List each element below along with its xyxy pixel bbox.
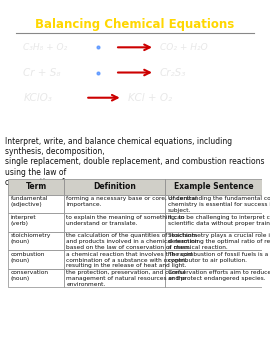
FancyBboxPatch shape [8, 269, 64, 287]
FancyBboxPatch shape [166, 178, 262, 195]
Text: the protection, preservation, and careful
management of natural resources or the: the protection, preservation, and carefu… [66, 270, 187, 287]
Text: a chemical reaction that involves the rapid
combination of a substance with oxyg: a chemical reaction that involves the ra… [66, 252, 193, 268]
FancyBboxPatch shape [166, 269, 262, 287]
FancyBboxPatch shape [8, 232, 64, 250]
Text: the calculation of the quantities of reactants
and products involved in a chemic: the calculation of the quantities of rea… [66, 233, 199, 250]
FancyBboxPatch shape [166, 250, 262, 269]
Text: interpret
(verb): interpret (verb) [11, 215, 36, 225]
FancyBboxPatch shape [8, 195, 64, 213]
Text: to explain the meaning of something; to
understand or translate.: to explain the meaning of something; to … [66, 215, 185, 225]
Text: It can be challenging to interpret complex
scientific data without proper traini: It can be challenging to interpret compl… [168, 215, 270, 225]
Text: C₃H₈ + O₂: C₃H₈ + O₂ [23, 43, 68, 52]
Text: Conservation efforts aim to reduce waste
and protect endangered species.: Conservation efforts aim to reduce waste… [168, 270, 270, 281]
FancyBboxPatch shape [166, 213, 262, 232]
Text: The combustion of fossil fuels is a major
contributor to air pollution.: The combustion of fossil fuels is a majo… [168, 252, 270, 262]
Text: Understanding the fundamental concepts in
chemistry is essential for success in : Understanding the fundamental concepts i… [168, 196, 270, 213]
FancyBboxPatch shape [64, 250, 166, 269]
Text: Cr + S₈: Cr + S₈ [23, 68, 61, 77]
FancyBboxPatch shape [64, 178, 166, 195]
FancyBboxPatch shape [64, 195, 166, 213]
FancyBboxPatch shape [8, 250, 64, 269]
Text: Interpret, write, and balance chemical equations, including synthesis, decomposi: Interpret, write, and balance chemical e… [5, 136, 265, 187]
FancyBboxPatch shape [64, 232, 166, 250]
Text: KCl + O₂: KCl + O₂ [127, 93, 172, 103]
Text: forming a necessary base or core, of central
importance.: forming a necessary base or core, of cen… [66, 196, 197, 207]
FancyBboxPatch shape [8, 178, 64, 195]
Text: Term: Term [25, 182, 47, 191]
Text: Stoichiometry plays a crucial role in
determining the optimal ratio of reactants: Stoichiometry plays a crucial role in de… [168, 233, 270, 250]
Text: KClO₃: KClO₃ [23, 93, 52, 103]
Text: Balancing Chemical Equations: Balancing Chemical Equations [35, 18, 235, 32]
FancyBboxPatch shape [64, 269, 166, 287]
Text: Definition: Definition [93, 182, 136, 191]
Text: CO₂ + H₂O: CO₂ + H₂O [160, 43, 208, 52]
Text: stoichiometry
(noun): stoichiometry (noun) [11, 233, 51, 244]
FancyBboxPatch shape [8, 213, 64, 232]
Text: conservation
(noun): conservation (noun) [11, 270, 49, 281]
FancyBboxPatch shape [166, 195, 262, 213]
Text: Cr₂S₃: Cr₂S₃ [160, 68, 186, 77]
FancyBboxPatch shape [64, 213, 166, 232]
Text: fundamental
(adjective): fundamental (adjective) [11, 196, 48, 207]
Text: Example Sentence: Example Sentence [174, 182, 254, 191]
Text: combustion
(noun): combustion (noun) [11, 252, 45, 262]
FancyBboxPatch shape [166, 232, 262, 250]
